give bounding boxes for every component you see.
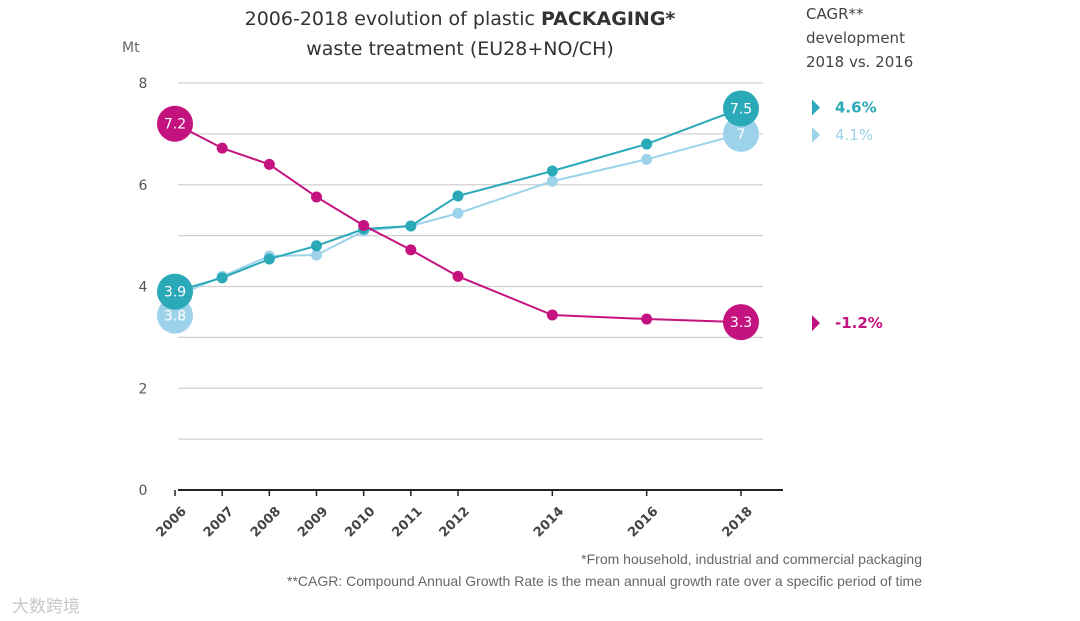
series-lightblue-end-label: 7 bbox=[737, 127, 746, 143]
y-tick-label: 8 bbox=[139, 76, 148, 92]
series-magenta-end-label: 3.3 bbox=[730, 315, 752, 331]
y-tick-label: 2 bbox=[139, 381, 148, 397]
series-magenta-end-marker bbox=[723, 304, 759, 341]
y-tick-label: 0 bbox=[139, 483, 148, 499]
series-magenta-point bbox=[216, 142, 228, 154]
series-teal-point bbox=[216, 272, 228, 284]
title-text: 2006-2018 evolution of plastic bbox=[244, 8, 541, 30]
series-lightblue-point bbox=[546, 175, 558, 187]
x-tick-label: 2006 bbox=[154, 504, 190, 540]
series-lightblue-point bbox=[452, 207, 464, 219]
y-tick-label: 6 bbox=[139, 178, 148, 194]
y-tick-label: 4 bbox=[139, 280, 148, 296]
series-magenta-cagr-value: -1.2% bbox=[835, 314, 883, 332]
series-magenta-point bbox=[546, 309, 558, 321]
title-bold-text: PACKAGING* bbox=[541, 8, 676, 30]
series-teal-start-label: 3.9 bbox=[164, 285, 186, 301]
series-teal-point bbox=[405, 220, 417, 232]
chart-title-line1: 2006-2018 evolution of plastic PACKAGING… bbox=[180, 6, 740, 33]
cagr-header-line1: CAGR** bbox=[806, 5, 864, 23]
series-magenta-point bbox=[405, 244, 417, 256]
series-magenta-point bbox=[641, 313, 653, 325]
series-magenta-point bbox=[263, 158, 275, 170]
series-teal-end-marker bbox=[723, 90, 759, 127]
series-magenta-point bbox=[358, 219, 370, 231]
series-magenta-line bbox=[174, 122, 742, 324]
series-teal-cagr-arrow-icon bbox=[812, 99, 820, 116]
series-lightblue-line bbox=[174, 132, 742, 298]
series-lightblue-end-marker bbox=[723, 115, 759, 152]
x-tick-label: 2016 bbox=[625, 504, 661, 540]
cagr-header-line2: development bbox=[806, 29, 905, 47]
series-teal-cagr-value: 4.6% bbox=[835, 98, 877, 116]
x-tick-label: 2010 bbox=[342, 504, 378, 540]
series-magenta-cagr-arrow-icon bbox=[812, 315, 820, 332]
series-magenta-point bbox=[311, 191, 322, 203]
series-teal-line bbox=[174, 107, 742, 293]
series-teal-start-marker bbox=[157, 273, 193, 310]
x-tick-label: 2009 bbox=[295, 504, 331, 540]
series-lightblue-cagr-arrow-icon bbox=[812, 126, 820, 143]
cagr-header: CAGR** development 2018 vs. 2016 bbox=[806, 2, 913, 74]
footnote-2: **CAGR: Compound Annual Growth Rate is t… bbox=[287, 573, 922, 589]
series-teal-point bbox=[263, 253, 275, 265]
x-tick-label: 2007 bbox=[201, 504, 237, 540]
series-teal-point bbox=[311, 240, 322, 252]
x-tick-label: 2012 bbox=[437, 504, 473, 540]
series-lightblue-point bbox=[641, 153, 653, 165]
series-lightblue-start-label: 3.8 bbox=[164, 309, 186, 325]
x-tick-label: 2014 bbox=[531, 504, 567, 540]
watermark-logo: 大数跨境 bbox=[12, 597, 80, 617]
chart-title-line2: waste treatment (EU28+NO/CH) bbox=[306, 38, 614, 60]
series-teal-point bbox=[452, 190, 464, 202]
series-lightblue-cagr-value: 4.1% bbox=[835, 126, 873, 144]
series-teal-point bbox=[641, 138, 653, 150]
footnote-1: *From household, industrial and commerci… bbox=[581, 551, 922, 567]
x-tick-label: 2008 bbox=[248, 504, 284, 540]
series-magenta-start-label: 7.2 bbox=[164, 117, 186, 133]
series-lightblue-point bbox=[311, 249, 322, 261]
series-teal-point bbox=[546, 165, 558, 177]
series-teal-end-label: 7.5 bbox=[730, 101, 752, 117]
x-tick-label: 2011 bbox=[389, 504, 425, 540]
series-magenta-point bbox=[452, 270, 464, 282]
x-tick-label: 2018 bbox=[720, 504, 756, 540]
cagr-header-line3: 2018 vs. 2016 bbox=[806, 53, 914, 71]
y-axis-label: Mt bbox=[122, 40, 140, 56]
series-magenta-start-marker bbox=[157, 105, 193, 142]
